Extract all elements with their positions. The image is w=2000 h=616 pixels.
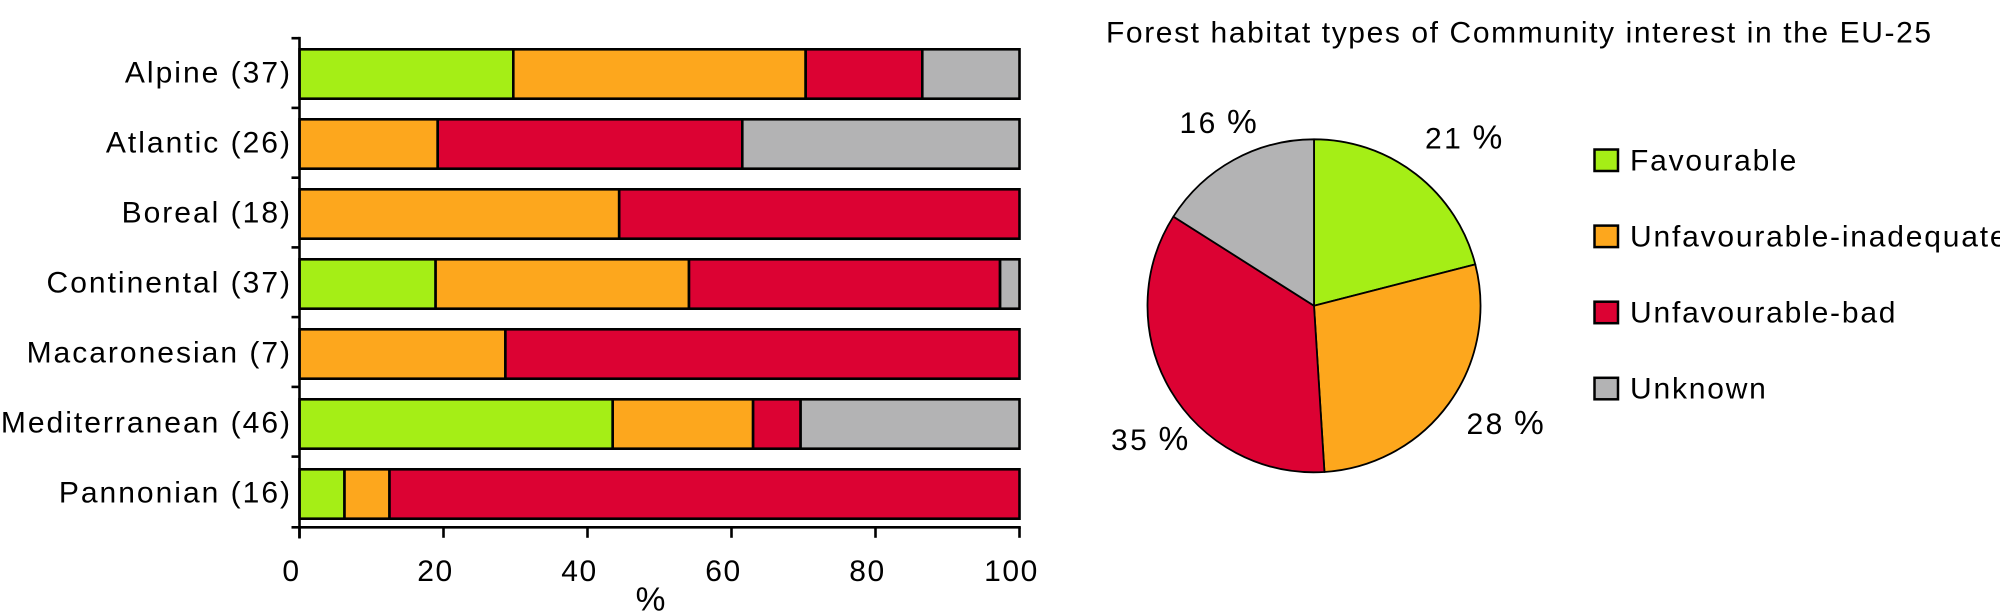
- svg-text:Alpine (37): Alpine (37): [125, 57, 292, 90]
- svg-text:Unfavourable-inadequate: Unfavourable-inadequate: [1630, 221, 2000, 254]
- svg-text:Unfavourable-bad: Unfavourable-bad: [1630, 297, 1897, 330]
- svg-text:Pannonian (16): Pannonian (16): [59, 477, 292, 510]
- svg-text:Unknown: Unknown: [1630, 373, 1768, 406]
- svg-text:28 %: 28 %: [1467, 405, 1544, 442]
- svg-text:Atlantic (26): Atlantic (26): [106, 127, 292, 160]
- svg-text:35 %: 35 %: [1111, 421, 1188, 458]
- svg-text:Mediterranean (46): Mediterranean (46): [1, 407, 292, 440]
- svg-text:0: 0: [282, 555, 300, 588]
- svg-text:Macaronesian (7): Macaronesian (7): [27, 337, 292, 370]
- svg-text:16 %: 16 %: [1180, 104, 1257, 141]
- svg-text:20: 20: [417, 555, 454, 588]
- svg-text:100: 100: [984, 555, 1039, 588]
- svg-text:Favourable: Favourable: [1630, 144, 1798, 177]
- svg-text:Forest habitat types of Commun: Forest habitat types of Community intere…: [1106, 17, 1933, 50]
- svg-text:80: 80: [849, 555, 886, 588]
- svg-text:%: %: [636, 582, 666, 616]
- svg-text:Continental (37): Continental (37): [47, 267, 292, 300]
- svg-text:40: 40: [561, 555, 598, 588]
- svg-text:60: 60: [705, 555, 742, 588]
- svg-text:Boreal (18): Boreal (18): [122, 197, 292, 230]
- svg-text:21 %: 21 %: [1425, 120, 1502, 157]
